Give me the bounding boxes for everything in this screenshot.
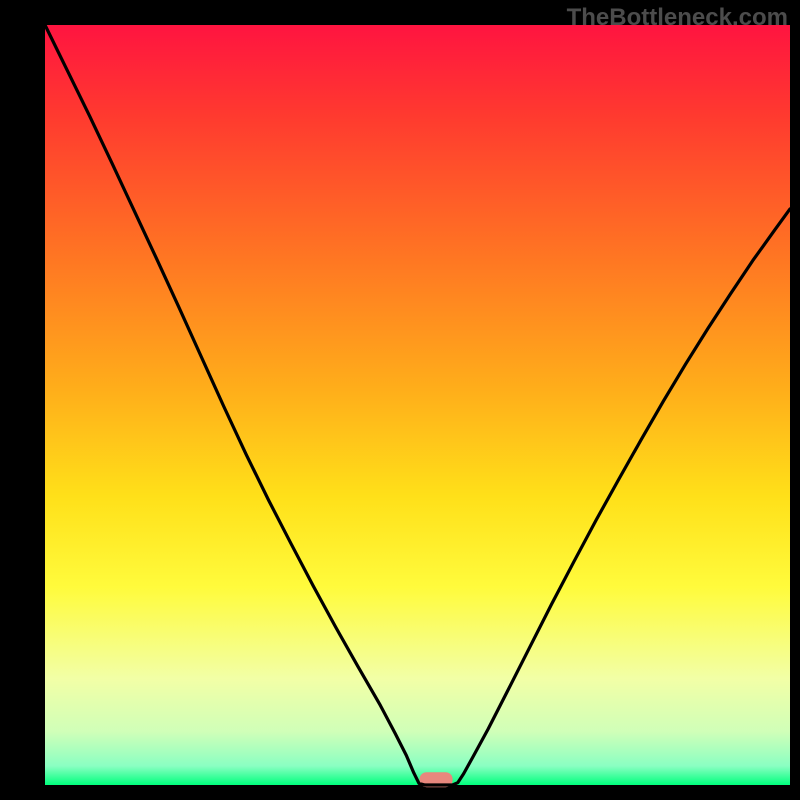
watermark-text: TheBottleneck.com [567, 4, 788, 32]
stage: TheBottleneck.com [0, 0, 800, 800]
gradient-background [45, 25, 790, 785]
chart-svg [0, 0, 800, 800]
